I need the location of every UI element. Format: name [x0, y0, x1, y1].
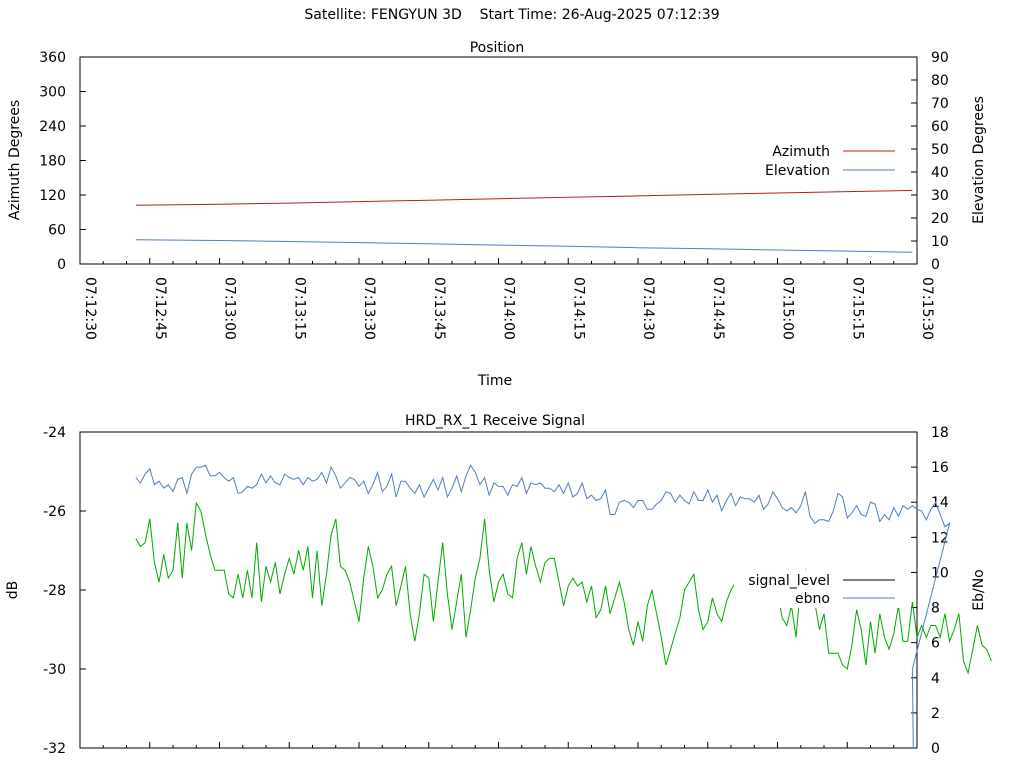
- position-y2-tick-label: 0: [931, 257, 940, 273]
- position-y-ticks: 0 60 120 180 240 300 360: [39, 50, 86, 273]
- signal-y2-tick-label: 6: [931, 636, 940, 652]
- position-x-tick-label: 07:13:00: [222, 277, 238, 340]
- position-x-ticks: 07:12:30 07:12:45 07:13:00 07:13:15 07:13:30…: [79, 258, 935, 340]
- position-y2-tick-label: 20: [931, 211, 949, 227]
- start-time-label: Start Time: 26-Aug-2025 07:12:39: [479, 7, 720, 23]
- position-y2-tick-label: 80: [931, 73, 949, 89]
- position-y2-tick-label: 90: [931, 50, 949, 66]
- signal-y2-tick-label: 0: [931, 741, 940, 757]
- signal-y2-tick-label: 14: [931, 495, 949, 511]
- signal-y-tick-label: -24: [43, 425, 66, 441]
- signal-y2-tick-label: 2: [931, 706, 940, 722]
- position-x-tick-label: 07:13:15: [291, 277, 307, 340]
- position-x-tick-label: 07:14:45: [710, 277, 726, 340]
- signal-y2-tick-label: 18: [931, 425, 949, 441]
- position-x-tick-label: 07:13:45: [431, 277, 447, 340]
- position-x-tick-label: 07:14:30: [640, 277, 656, 340]
- signal-y-ticks: -32 -30 -28 -26 -24: [43, 425, 86, 757]
- position-x-axis-label: Time: [477, 373, 512, 389]
- position-y-tick-label: 60: [48, 223, 66, 239]
- position-y-tick-label: 180: [39, 154, 66, 170]
- position-y-tick-label: 240: [39, 119, 66, 135]
- signal-chart-title: HRD_RX_1 Receive Signal: [405, 413, 585, 429]
- signal-y-axis-label: dB: [5, 581, 21, 600]
- position-series: [135, 189, 913, 253]
- chart-header: Satellite: FENGYUN 3D Start Time: 26-Aug…: [0, 7, 1024, 23]
- signal-y-tick-label: -28: [43, 583, 66, 599]
- signal-legend-background: [734, 570, 902, 608]
- position-y2-ticks: 0 10 20 30 40 50 60 70 80 90: [911, 50, 949, 273]
- signal-y2-tick-label: 16: [931, 460, 949, 476]
- position-y2-axis-label: Elevation Degrees: [971, 96, 987, 224]
- position-y2-tick-label: 70: [931, 96, 949, 112]
- position-legend: Azimuth Elevation: [765, 144, 895, 179]
- signal-y2-tick-label: 10: [931, 565, 949, 581]
- position-y2-tick-label: 10: [931, 234, 949, 250]
- position-x-tick-label: 07:15:00: [780, 277, 796, 340]
- signal-y2-axis-label: Eb/No: [971, 569, 987, 611]
- position-y2-tick-label: 50: [931, 142, 949, 158]
- signal-y-tick-label: -32: [43, 741, 66, 757]
- position-plot-frame: [79, 56, 918, 265]
- position-y-tick-label: 0: [57, 257, 66, 273]
- position-x-tick-label: 07:14:00: [501, 277, 517, 340]
- legend-label-elevation: Elevation: [765, 163, 830, 179]
- position-x-tick-label: 07:12:45: [152, 277, 168, 340]
- position-y-tick-label: 300: [39, 85, 66, 101]
- series-line-ebno: [135, 464, 951, 749]
- position-x-tick-label: 07:15:30: [919, 277, 935, 340]
- legend-label-signal-level: signal_level: [748, 573, 830, 589]
- signal-y2-tick-label: 4: [931, 671, 940, 687]
- signal-legend: signal_level ebno: [734, 570, 902, 608]
- position-x-tick-label: 07:12:30: [82, 277, 98, 340]
- signal-series: [135, 464, 992, 749]
- legend-label-azimuth: Azimuth: [772, 144, 830, 160]
- series-line-signal-level: [135, 501, 992, 675]
- position-y2-tick-label: 40: [931, 165, 949, 181]
- position-x-tick-label: 07:15:15: [849, 277, 865, 340]
- legend-label-ebno: ebno: [795, 591, 830, 607]
- position-x-tick-label: 07:13:30: [361, 277, 377, 340]
- signal-y-tick-label: -30: [43, 662, 66, 678]
- signal-y-tick-label: -26: [43, 504, 66, 520]
- position-y-tick-label: 120: [39, 188, 66, 204]
- position-y-tick-label: 360: [39, 50, 66, 66]
- position-chart-title: Position: [470, 40, 525, 56]
- satellite-label: Satellite: FENGYUN 3D: [304, 7, 462, 23]
- position-y2-tick-label: 60: [931, 119, 949, 135]
- series-line-azimuth: [135, 189, 913, 206]
- position-y2-tick-label: 30: [931, 188, 949, 204]
- signal-x-ticks: [79, 742, 918, 748]
- signal-y2-tick-label: 8: [931, 601, 940, 617]
- position-y-axis-label: Azimuth Degrees: [7, 100, 23, 220]
- position-x-tick-label: 07:14:15: [570, 277, 586, 340]
- series-line-elevation: [135, 239, 913, 253]
